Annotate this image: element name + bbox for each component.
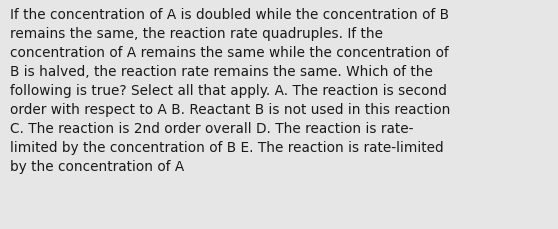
Text: If the concentration of A is doubled while the concentration of B
remains the sa: If the concentration of A is doubled whi… xyxy=(10,8,450,173)
